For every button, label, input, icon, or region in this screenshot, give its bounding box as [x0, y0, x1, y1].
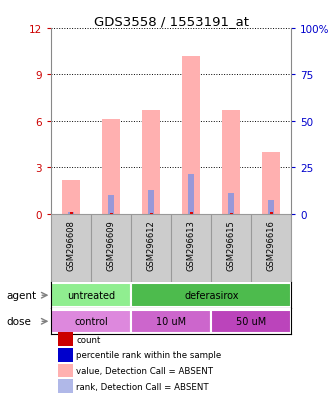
Bar [131, 284, 291, 307]
Text: dose: dose [7, 316, 31, 327]
Text: count: count [76, 335, 101, 344]
Bar [211, 310, 291, 333]
Bar [230, 213, 233, 214]
Bar [228, 193, 234, 214]
Bar [110, 213, 113, 214]
Bar [142, 111, 160, 214]
Text: 10 uM: 10 uM [156, 316, 186, 327]
Bar [222, 111, 240, 214]
Text: 50 uM: 50 uM [236, 316, 266, 327]
Text: GSM296613: GSM296613 [187, 220, 196, 271]
Bar [108, 196, 115, 214]
Text: percentile rank within the sample: percentile rank within the sample [76, 351, 221, 360]
Text: agent: agent [7, 290, 37, 301]
Title: GDS3558 / 1553191_at: GDS3558 / 1553191_at [94, 15, 249, 28]
Bar [150, 213, 153, 214]
Text: untreated: untreated [67, 290, 116, 301]
Bar [62, 180, 80, 214]
Text: GSM296616: GSM296616 [267, 220, 276, 271]
Bar [188, 175, 194, 214]
Bar [148, 190, 155, 214]
Bar [182, 57, 200, 214]
Bar [131, 310, 211, 333]
Bar [70, 213, 73, 214]
Bar [268, 200, 274, 214]
Text: rank, Detection Call = ABSENT: rank, Detection Call = ABSENT [76, 382, 209, 391]
Bar [190, 213, 193, 214]
Text: GSM296612: GSM296612 [147, 220, 156, 271]
Text: control: control [74, 316, 108, 327]
Text: deferasirox: deferasirox [184, 290, 239, 301]
Bar [262, 152, 280, 214]
Bar [51, 310, 131, 333]
Text: GSM296615: GSM296615 [227, 220, 236, 271]
Text: GSM296609: GSM296609 [107, 220, 116, 271]
Bar [102, 120, 120, 214]
Bar [51, 284, 131, 307]
Bar [68, 212, 74, 214]
Bar [270, 213, 273, 214]
Text: GSM296608: GSM296608 [67, 220, 76, 271]
Text: value, Detection Call = ABSENT: value, Detection Call = ABSENT [76, 366, 213, 375]
